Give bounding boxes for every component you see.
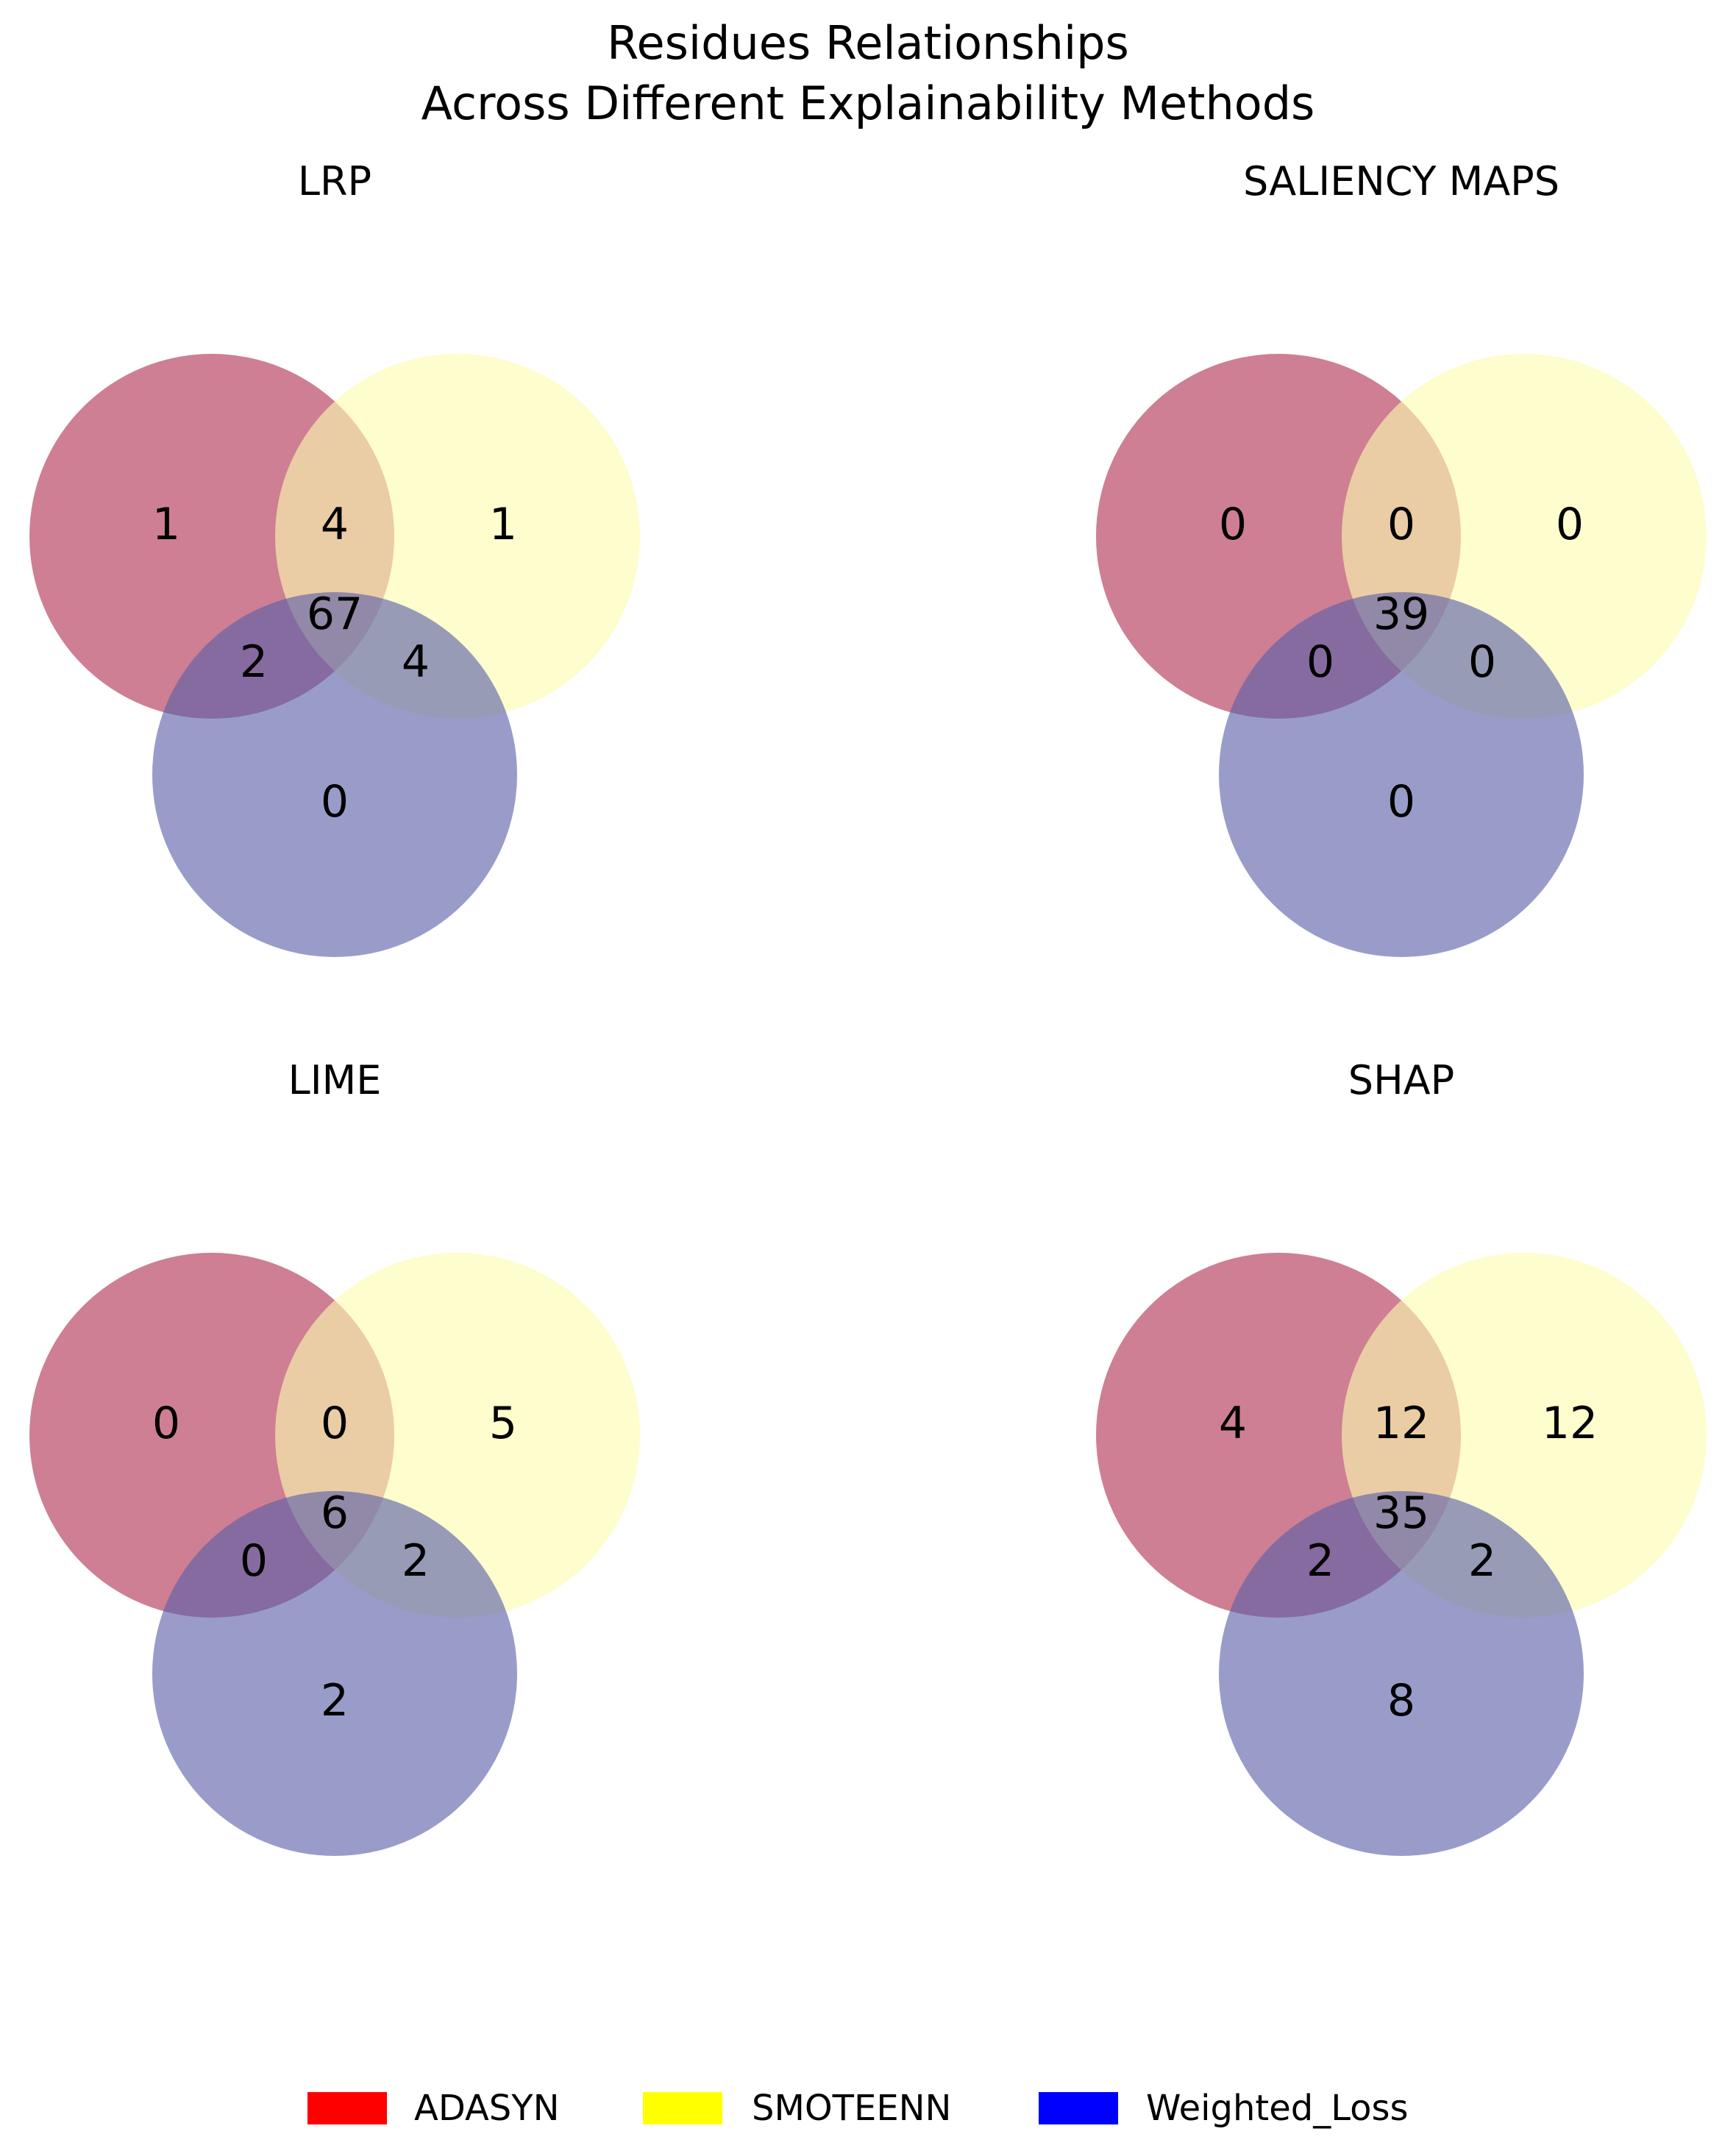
region-label-ac: 2 — [1306, 1535, 1334, 1587]
venn-panels: LRP 1 4 1 67 2 4 0 SALIENCY MAPS 0 0 0 39 0 0 0 LIME 0 0 5 6… — [29, 158, 1707, 1856]
region-label-c-only: 0 — [1387, 776, 1415, 828]
venn-circle-weighted-loss — [1219, 1491, 1584, 1856]
panel-title: LRP — [298, 158, 371, 205]
legend-label-adasyn: ADASYN — [414, 2088, 559, 2129]
region-label-a-only: 0 — [152, 1398, 180, 1449]
region-label-ab: 0 — [321, 1398, 349, 1449]
legend-swatch-adasyn — [307, 2092, 387, 2124]
region-label-a-only: 1 — [152, 499, 180, 550]
figure-title-line-1: Residues Relationships — [607, 16, 1129, 70]
region-label-bc: 4 — [402, 636, 430, 688]
venn-panel: LIME 0 0 5 6 0 2 2 — [29, 1057, 640, 1856]
venn-panel: SHAP 4 12 12 35 2 2 8 — [1096, 1057, 1707, 1856]
region-label-bc: 0 — [1468, 636, 1496, 688]
legend: ADASYN SMOTEENN Weighted_Loss — [307, 2088, 1409, 2129]
region-label-ac: 0 — [240, 1535, 268, 1587]
venn-circle-weighted-loss — [1219, 592, 1584, 957]
region-label-c-only: 2 — [321, 1675, 349, 1726]
venn-circle-weighted-loss — [152, 1491, 517, 1856]
venn-panel: SALIENCY MAPS 0 0 0 39 0 0 0 — [1096, 158, 1707, 957]
region-label-abc: 6 — [321, 1487, 349, 1539]
region-label-abc: 35 — [1373, 1487, 1429, 1539]
legend-label-weighted-loss: Weighted_Loss — [1146, 2088, 1409, 2129]
panel-title: SHAP — [1348, 1057, 1454, 1103]
region-label-ab: 12 — [1373, 1398, 1429, 1449]
venn-circle-weighted-loss — [152, 592, 517, 957]
figure-title-line-2: Across Different Explainability Methods — [421, 77, 1315, 130]
panel-title: LIME — [288, 1057, 382, 1103]
region-label-bc: 2 — [402, 1535, 430, 1587]
region-label-bc: 2 — [1468, 1535, 1496, 1587]
legend-label-smoteenn: SMOTEENN — [752, 2088, 951, 2129]
region-label-abc: 67 — [307, 588, 363, 640]
region-label-b-only: 0 — [1556, 499, 1584, 550]
region-label-ac: 0 — [1306, 636, 1334, 688]
region-label-abc: 39 — [1373, 588, 1429, 640]
region-label-ab: 4 — [321, 499, 349, 550]
region-label-c-only: 8 — [1387, 1675, 1415, 1726]
region-label-a-only: 0 — [1219, 499, 1247, 550]
region-label-a-only: 4 — [1219, 1398, 1247, 1449]
legend-swatch-weighted-loss — [1039, 2092, 1118, 2124]
region-label-b-only: 1 — [489, 499, 517, 550]
region-label-b-only: 5 — [489, 1398, 517, 1449]
region-label-b-only: 12 — [1542, 1398, 1598, 1449]
region-label-ab: 0 — [1387, 499, 1415, 550]
legend-swatch-smoteenn — [643, 2092, 722, 2124]
region-label-c-only: 0 — [321, 776, 349, 828]
region-label-ac: 2 — [240, 636, 268, 688]
venn-panel: LRP 1 4 1 67 2 4 0 — [29, 158, 640, 957]
panel-title: SALIENCY MAPS — [1243, 158, 1559, 205]
